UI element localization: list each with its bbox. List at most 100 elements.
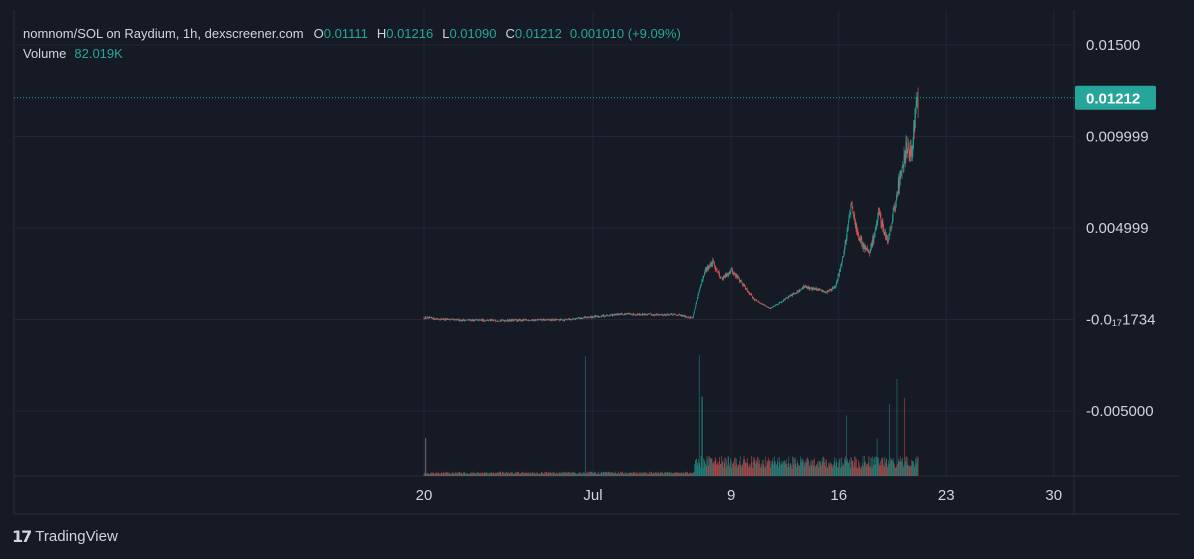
volume-bar	[513, 473, 515, 476]
volume-bar	[533, 473, 534, 476]
candle-body	[851, 203, 852, 204]
candle-body	[574, 318, 575, 320]
volume-bar	[817, 461, 818, 476]
candle-body	[519, 319, 521, 321]
volume-bar	[728, 466, 730, 476]
volume-bar	[810, 464, 812, 476]
volume-bar	[696, 458, 697, 476]
volume-bar	[836, 462, 838, 476]
candlestick-series[interactable]	[423, 87, 919, 323]
candle-body	[645, 313, 646, 316]
candle-body	[883, 226, 884, 233]
volume-bar	[613, 473, 614, 476]
candle-body	[828, 290, 829, 292]
volume-bar	[560, 473, 562, 476]
volume-bar	[840, 457, 842, 476]
volume-bar	[536, 471, 538, 476]
volume-bar	[901, 459, 902, 476]
volume-bar	[659, 473, 660, 476]
candle-body	[679, 314, 681, 316]
candle-body	[801, 288, 802, 290]
volume-bar	[577, 473, 578, 476]
volume-bar	[802, 462, 804, 476]
volume-bar	[732, 463, 733, 476]
candle-body	[553, 320, 555, 321]
candle-body	[684, 315, 686, 318]
volume-bar	[641, 473, 643, 476]
time-axis[interactable]: 20 Jul 9 16 23 30	[416, 487, 1062, 504]
volume-bar	[716, 463, 718, 476]
volume-bar	[850, 457, 852, 476]
candle-body	[526, 319, 527, 321]
volume-bar	[723, 467, 724, 476]
volume-bar	[598, 471, 600, 476]
volume-bar	[790, 463, 792, 476]
candle-body	[675, 314, 677, 316]
candle-body	[464, 320, 465, 321]
volume-label[interactable]: Volume	[23, 46, 67, 61]
volume-bar	[668, 472, 669, 476]
volume-bar	[797, 462, 799, 476]
candle-body	[646, 313, 648, 315]
volume-bar	[451, 472, 453, 476]
candle-body	[472, 319, 473, 321]
candle-body	[904, 159, 906, 162]
candle-body	[555, 319, 557, 321]
candle-body	[896, 194, 897, 201]
volume-bar	[757, 457, 758, 476]
candle-body	[659, 314, 661, 316]
candle-body	[570, 319, 572, 320]
volume-bar	[814, 458, 815, 476]
volume-bar	[897, 464, 898, 476]
volume-bar	[574, 472, 576, 476]
volume-bar	[880, 465, 882, 476]
volume-bar	[737, 464, 739, 476]
price-axis[interactable]: 0.015000.0099990.004999-0.0₁₇1734-0.0050…	[1086, 37, 1155, 420]
volume-bar	[652, 472, 654, 476]
candle-body	[451, 318, 453, 320]
candle-body	[442, 319, 444, 321]
volume-bar	[868, 455, 870, 476]
last-price-label: 0.01212	[1075, 85, 1156, 110]
candle-body	[624, 314, 625, 315]
volume-bar	[834, 461, 836, 476]
volume-bar	[631, 472, 632, 476]
volume-bar	[796, 460, 798, 476]
candle-body	[688, 316, 689, 318]
volume-bar	[852, 461, 854, 476]
volume-bar	[767, 461, 768, 476]
candle-body	[874, 229, 876, 234]
candle-body	[718, 271, 719, 273]
tradingview-attribution[interactable]: 17 TradingView	[12, 527, 118, 546]
volume-bar	[599, 474, 601, 476]
volume-bar	[806, 461, 808, 476]
volume-bar	[691, 472, 692, 476]
candle-body	[639, 313, 640, 316]
candle-body	[885, 236, 887, 240]
volume-bar	[760, 467, 761, 476]
volume-bar	[654, 473, 655, 476]
volume-bar	[765, 456, 767, 476]
volume-bar	[881, 457, 882, 476]
volume-bar	[530, 473, 532, 476]
candle-body	[750, 294, 751, 295]
symbol-title[interactable]: nomnom/SOL on Raydium, 1h, dexscreener.c…	[23, 26, 304, 41]
candle-body	[771, 307, 773, 308]
volume-bar	[474, 472, 475, 476]
volume-bar	[772, 457, 774, 476]
volume-bar	[555, 473, 557, 476]
candle-body	[497, 321, 499, 322]
candle-body	[620, 313, 621, 315]
candle-body	[666, 314, 667, 316]
candle-body	[445, 318, 447, 320]
volume-series[interactable]	[423, 355, 919, 476]
candle-body	[612, 314, 614, 316]
volume-bar	[715, 459, 717, 476]
volume-bar	[588, 471, 589, 476]
volume-bar	[768, 457, 769, 476]
volume-bar	[804, 462, 806, 476]
volume-bar	[872, 465, 874, 476]
candle-body	[585, 317, 587, 318]
